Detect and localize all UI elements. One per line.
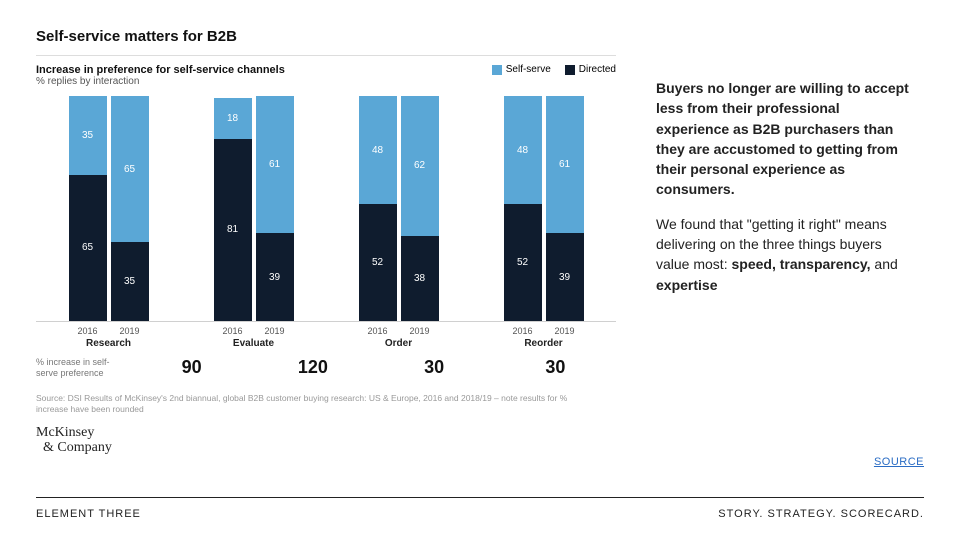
bar: 4852: [359, 96, 397, 321]
bar-segment-self-serve: 61: [546, 96, 584, 233]
bar-group: 35656535: [36, 96, 181, 321]
increase-value: 120: [252, 357, 373, 378]
bar-group: 48526139: [471, 96, 616, 321]
bar: 4852: [504, 96, 542, 321]
bar: 6238: [401, 96, 439, 321]
right-paragraph-2: We found that "getting it right" means d…: [656, 214, 916, 295]
bar: 6139: [256, 96, 294, 321]
bar: 1881: [214, 96, 252, 321]
chart-subtitle-small: % replies by interaction: [36, 76, 285, 87]
bar: 6139: [546, 96, 584, 321]
legend-item-directed: Directed: [565, 64, 616, 75]
bar-segment-self-serve: 61: [256, 96, 294, 233]
increase-row: % increase in self-serve preference 9012…: [36, 357, 616, 379]
right-text-panel: Buyers no longer are willing to accept l…: [656, 28, 916, 455]
bar-segment-directed: 52: [359, 204, 397, 321]
bar-segment-directed: 65: [69, 175, 107, 321]
x-group: 2016 2019 Order: [326, 322, 471, 349]
mckinsey-logo: McKinsey & Company: [36, 425, 616, 456]
bar-segment-directed: 39: [256, 233, 294, 321]
chart-title: Self-service matters for B2B: [36, 28, 616, 45]
increase-values: 901203030: [131, 357, 616, 378]
bar-group: 48526238: [326, 96, 471, 321]
bar: 6535: [111, 96, 149, 321]
brand-line2: & Company: [43, 440, 112, 455]
year-label: 2016: [504, 326, 542, 336]
slide: Self-service matters for B2B Increase in…: [0, 0, 960, 540]
bar-segment-self-serve: 35: [69, 96, 107, 175]
subtitle-block: Increase in preference for self-service …: [36, 64, 285, 87]
year-label: 2016: [214, 326, 252, 336]
x-group: 2016 2019 Evaluate: [181, 322, 326, 349]
legend-label: Self-serve: [506, 64, 551, 75]
increase-value: 90: [131, 357, 252, 378]
footer: ELEMENT THREE STORY. STRATEGY. SCORECARD…: [36, 497, 924, 520]
increase-value: 30: [495, 357, 616, 378]
category-label: Order: [326, 338, 471, 349]
bar-segment-self-serve: 48: [359, 96, 397, 204]
year-label: 2019: [256, 326, 294, 336]
bar-segment-self-serve: 62: [401, 96, 439, 236]
bar-segment-self-serve: 65: [111, 96, 149, 242]
bar-segment-directed: 39: [546, 233, 584, 321]
year-label: 2019: [111, 326, 149, 336]
legend: Self-serve Directed: [492, 64, 616, 75]
bar-segment-directed: 81: [214, 139, 252, 321]
chart-panel: Self-service matters for B2B Increase in…: [36, 28, 616, 455]
chart-source: Source: DSI Results of McKinsey's 2nd bi…: [36, 393, 596, 415]
chart-divider: [36, 55, 616, 56]
bar-segment-self-serve: 48: [504, 96, 542, 204]
chart-xlabels: 2016 2019 Research 2016 2019 Evaluate 2016 2019…: [36, 322, 616, 349]
legend-swatch: [565, 65, 575, 75]
year-label: 2019: [546, 326, 584, 336]
category-label: Evaluate: [181, 338, 326, 349]
increase-value: 30: [374, 357, 495, 378]
legend-label: Directed: [579, 64, 616, 75]
chart-subtitle: Increase in preference for self-service …: [36, 64, 285, 76]
bar-segment-directed: 38: [401, 236, 439, 322]
chart-area: 35656535188161394852623848526139: [36, 97, 616, 322]
bar: 3565: [69, 96, 107, 321]
category-label: Research: [36, 338, 181, 349]
brand-line1: McKinsey: [36, 425, 94, 440]
bar-segment-directed: 35: [111, 242, 149, 321]
bar-segment-self-serve: 18: [214, 98, 252, 139]
legend-item-self-serve: Self-serve: [492, 64, 551, 75]
right-paragraph-1: Buyers no longer are willing to accept l…: [656, 78, 916, 200]
footer-left: ELEMENT THREE: [36, 508, 141, 520]
subtitle-row: Increase in preference for self-service …: [36, 64, 616, 87]
main-row: Self-service matters for B2B Increase in…: [36, 28, 924, 455]
x-group: 2016 2019 Research: [36, 322, 181, 349]
category-label: Reorder: [471, 338, 616, 349]
year-label: 2016: [69, 326, 107, 336]
legend-swatch: [492, 65, 502, 75]
footer-right: STORY. STRATEGY. SCORECARD.: [718, 508, 924, 520]
year-label: 2019: [401, 326, 439, 336]
x-group: 2016 2019 Reorder: [471, 322, 616, 349]
year-label: 2016: [359, 326, 397, 336]
source-link[interactable]: SOURCE: [874, 456, 924, 468]
bar-group: 18816139: [181, 96, 326, 321]
increase-label: % increase in self-serve preference: [36, 357, 131, 379]
bar-segment-directed: 52: [504, 204, 542, 321]
